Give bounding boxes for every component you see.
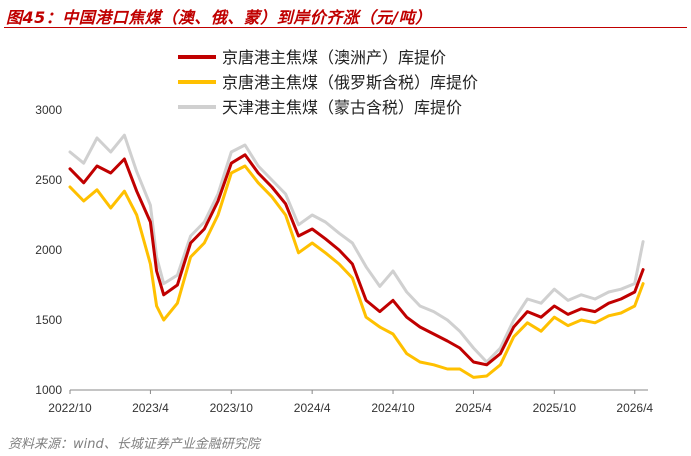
y-tick-label: 1000	[35, 383, 62, 397]
series-line-mongolia	[68, 133, 645, 364]
x-tick-label: 2024/4	[294, 401, 331, 415]
series-line-russia	[68, 164, 645, 379]
y-tick-label: 2500	[35, 173, 62, 187]
y-tick-label: 1500	[35, 313, 62, 327]
figure-title: 图45：中国港口焦煤（澳、俄、蒙）到岸价齐涨（元/吨）	[6, 8, 432, 27]
title-divider	[4, 27, 687, 28]
x-tick-label: 2025/10	[533, 401, 577, 415]
plot-area	[68, 133, 645, 379]
x-tick-label: 2023/4	[132, 401, 169, 415]
legend-label-mongolia: 天津港主焦煤（蒙古含税）库提价	[222, 98, 462, 117]
y-tick-label: 2000	[35, 243, 62, 257]
x-tick-label: 2026/4	[616, 401, 653, 415]
x-tick-label: 2024/10	[371, 401, 415, 415]
x-tick-label: 2023/10	[210, 401, 254, 415]
y-axis: 1000 1500 2000 2500 3000	[35, 103, 62, 397]
series-line-australia	[68, 153, 645, 367]
x-tick-label: 2025/4	[455, 401, 492, 415]
legend: 京唐港主焦煤（澳洲产）库提价京唐港主焦煤（俄罗斯含税）库提价天津港主焦煤（蒙古含…	[178, 48, 478, 117]
legend-label-australia: 京唐港主焦煤（澳洲产）库提价	[222, 48, 446, 67]
x-axis: 2022/10 2023/4 2023/10 2024/4 2024/10 2025/4 2…	[48, 389, 653, 415]
legend-label-russia: 京唐港主焦煤（俄罗斯含税）库提价	[222, 73, 478, 92]
x-tick-label: 2022/10	[48, 401, 92, 415]
source-note: 资料来源：wind、长城证券产业金融研究院	[8, 437, 260, 452]
y-tick-label: 3000	[35, 103, 62, 117]
